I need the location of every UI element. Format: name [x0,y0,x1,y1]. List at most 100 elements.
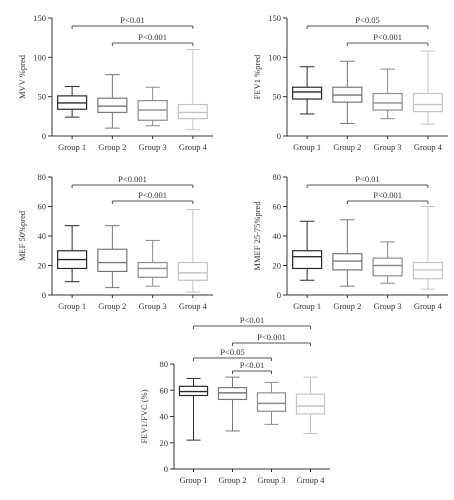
iqr-box [412,261,443,280]
box-group-3 [137,86,168,127]
significance-bracket: P<0.001 [346,32,429,46]
y-tick-label: 60 [160,385,169,395]
box-group-2 [332,60,363,124]
y-tick-label: 150 [268,13,281,23]
significance-bracket: P<0.001 [71,174,194,188]
significance-bracket: P<0.01 [306,174,429,188]
p-value-label: P<0.001 [373,190,402,200]
p-value-label: P<0.001 [373,32,402,42]
iqr-box [292,250,323,270]
chart-panel-5: 0 20 40 60 80 FEV1/FVC (%) Group 1 Group 2 Group… [139,315,330,485]
y-tick-label: 50 [38,92,47,102]
x-tick-label: Group 1 [293,301,321,311]
significance-bracket: P<0.05 [306,15,429,29]
y-tick-label: 80 [38,172,47,182]
box-group-3 [256,381,287,425]
significance-bracket: P<0.001 [346,190,429,204]
box-group-1 [292,220,323,281]
box-group-3 [137,239,168,287]
y-axis-label: FEV1 %pred [252,54,262,99]
box-group-1 [57,225,88,283]
y-tick-label: 80 [273,172,282,182]
significance-bracket: P<0.01 [232,360,272,374]
y-tick-label: 0 [277,290,281,300]
y-tick-label: 20 [273,261,282,271]
chart-panel-3: 0 20 40 60 80 MEF 50%pred Group 1 Group 2 Group … [17,172,213,311]
x-tick-label: Group 2 [98,301,126,311]
x-tick-label: Group 2 [333,142,361,152]
x-tick-label: Group 2 [333,301,361,311]
iqr-box [412,92,443,113]
iqr-box [372,257,403,277]
x-tick-label: Group 4 [179,301,208,311]
significance-bracket: P<0.001 [232,332,311,346]
y-tick-label: 100 [268,52,281,62]
y-tick-label: 40 [160,412,169,422]
p-value-label: P<0.01 [120,15,144,25]
chart-panel-4: 0 20 40 60 80 MMEF 25-75%pred Group 1 Group 2 Gr… [252,172,448,311]
y-tick-label: 20 [160,438,169,448]
x-tick-label: Group 1 [293,142,321,152]
box-group-1 [57,85,88,118]
iqr-box [372,92,403,111]
x-tick-label: Group 4 [414,301,443,311]
box-group-3 [372,68,403,120]
y-axis-label: MMEF 25-75%pred [252,201,262,271]
y-tick-label: 0 [164,464,168,474]
iqr-box [295,393,326,415]
x-tick-label: Group 2 [98,142,126,152]
p-value-label: P<0.01 [240,360,264,370]
x-tick-label: Group 3 [374,301,402,311]
iqr-box [177,103,208,120]
y-tick-label: 100 [33,52,46,62]
iqr-box [292,86,323,100]
significance-bracket: P<0.01 [71,15,194,29]
box-group-4 [412,50,443,125]
p-value-label: P<0.001 [118,174,147,184]
iqr-box [332,253,363,271]
p-value-label: P<0.01 [240,315,264,325]
iqr-box [137,261,168,278]
x-tick-label: Group 1 [58,142,86,152]
box-group-1 [292,66,323,115]
significance-bracket: P<0.001 [111,190,194,204]
iqr-box [97,248,128,272]
y-tick-label: 20 [38,261,47,271]
y-axis-label: FEV1/FVC (%) [139,389,149,443]
y-tick-label: 80 [160,359,169,369]
box-group-4 [412,206,443,290]
x-tick-label: Group 3 [139,142,167,152]
x-tick-label: Group 1 [179,475,207,485]
iqr-box [97,97,128,113]
p-value-label: P<0.01 [355,174,379,184]
y-tick-label: 0 [42,290,46,300]
y-tick-label: 60 [273,202,282,212]
iqr-box [256,392,287,412]
p-value-label: P<0.001 [138,32,167,42]
y-tick-label: 40 [38,231,47,241]
box-group-4 [177,48,208,131]
p-value-label: P<0.05 [355,15,379,25]
x-tick-label: Group 3 [139,301,167,311]
x-tick-label: Group 2 [218,475,246,485]
box-group-2 [217,376,248,432]
chart-panel-1: 0 50 100 150 MVV %pred Group 1 Group 2 Group 3 G… [17,13,213,152]
x-tick-label: Group 4 [414,142,443,152]
x-tick-label: Group 3 [374,142,402,152]
y-axis-label: MVV %pred [17,54,27,99]
x-tick-label: Group 4 [179,142,208,152]
significance-bracket: P<0.01 [193,315,311,329]
box-group-2 [97,74,128,129]
box-group-4 [295,376,326,435]
y-tick-label: 150 [33,13,46,23]
y-tick-label: 50 [273,92,282,102]
box-group-3 [372,241,403,284]
y-tick-label: 0 [42,131,46,141]
significance-bracket: P<0.05 [193,347,272,361]
significance-bracket: P<0.001 [111,32,194,46]
p-value-label: P<0.001 [138,190,167,200]
y-tick-label: 40 [273,231,282,241]
x-tick-label: Group 3 [257,475,285,485]
p-value-label: P<0.05 [220,347,244,357]
